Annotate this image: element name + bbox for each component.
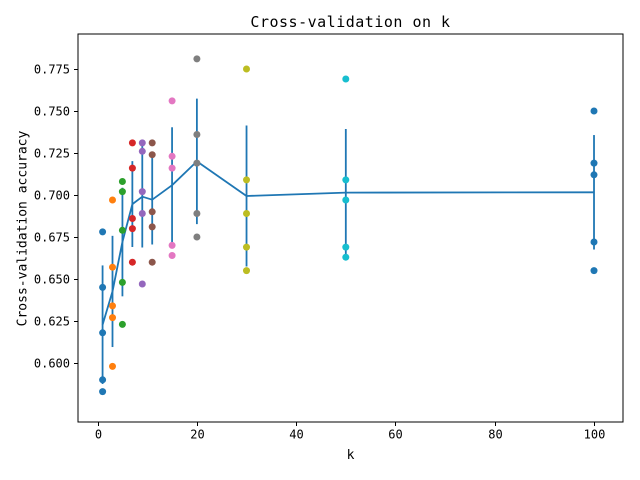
fold-score-point-k-15	[168, 152, 176, 160]
x-tick-label: 40	[289, 428, 303, 442]
fold-score-point-k-3	[109, 302, 116, 310]
fold-score-point-k-1	[99, 228, 107, 236]
fold-score-point-k-11	[148, 208, 156, 216]
fold-score-point-k-7	[128, 258, 136, 266]
y-tick-label: 0.675	[34, 231, 70, 245]
chart-title: Cross-validation on k	[250, 13, 451, 31]
y-tick-label: 0.700	[34, 189, 70, 203]
fold-score-point-k-100	[590, 267, 598, 275]
y-tick-label: 0.650	[34, 273, 70, 287]
fold-score-point-k-50	[342, 75, 350, 83]
x-tick-label: 80	[488, 428, 502, 442]
fold-score-point-k-20	[193, 233, 201, 241]
fold-score-point-k-7	[128, 164, 136, 172]
fold-score-point-k-7	[128, 225, 136, 233]
fold-score-point-k-100	[590, 171, 598, 179]
fold-score-point-k-3	[109, 362, 116, 370]
fold-score-point-k-100	[590, 159, 598, 167]
y-tick-label: 0.775	[34, 63, 70, 77]
y-tick-label: 0.750	[34, 105, 70, 119]
fold-score-point-k-20	[193, 55, 201, 63]
y-tick-label: 0.600	[34, 357, 70, 371]
y-axis-label: Cross-validation accuracy	[15, 130, 31, 327]
fold-score-point-k-50	[342, 253, 350, 261]
fold-score-point-k-9	[138, 147, 146, 155]
fold-score-point-k-9	[138, 280, 146, 288]
fold-score-point-k-1	[99, 283, 107, 291]
fold-score-point-k-7	[128, 215, 136, 222]
y-tick-label: 0.725	[34, 147, 70, 161]
mean-accuracy-line	[101, 160, 595, 325]
fold-score-point-k-9	[138, 188, 146, 196]
fold-score-point-k-50	[342, 196, 350, 204]
fold-score-point-k-11	[148, 258, 156, 266]
fold-score-point-k-30	[243, 267, 250, 275]
x-tick-label: 100	[584, 428, 606, 442]
fold-score-point-k-30	[243, 243, 250, 251]
fold-score-point-k-100	[590, 107, 598, 115]
fold-score-point-k-11	[148, 223, 156, 231]
fold-score-point-k-5	[118, 178, 126, 185]
fold-score-point-k-15	[168, 97, 176, 105]
fold-score-point-k-11	[148, 151, 156, 159]
fold-score-point-k-30	[243, 65, 250, 73]
fold-score-point-k-50	[342, 176, 350, 184]
fold-score-point-k-7	[128, 139, 136, 147]
fold-score-point-k-3	[109, 314, 116, 322]
fold-score-point-k-9	[138, 139, 146, 147]
fold-score-point-k-30	[243, 210, 250, 217]
fold-score-point-k-5	[118, 188, 126, 196]
fold-score-point-k-20	[193, 210, 201, 217]
fold-score-point-k-3	[109, 196, 116, 204]
fold-score-point-k-50	[342, 243, 350, 251]
fold-score-point-k-15	[168, 252, 176, 259]
fold-score-point-k-100	[590, 238, 598, 246]
y-tick-label: 0.625	[34, 315, 70, 329]
fold-score-point-k-3	[109, 263, 116, 271]
plot-border	[77, 33, 624, 423]
fold-score-point-k-5	[118, 278, 126, 286]
fold-score-point-k-1	[99, 376, 107, 384]
fold-score-point-k-5	[118, 226, 126, 234]
x-tick-label: 0	[95, 428, 102, 442]
fold-score-point-k-15	[168, 164, 176, 172]
fold-score-point-k-15	[168, 241, 176, 249]
fold-score-point-k-30	[243, 176, 250, 184]
fold-score-point-k-5	[118, 320, 126, 328]
x-axis-label: k	[346, 448, 355, 463]
fold-score-point-k-11	[148, 139, 156, 147]
fold-score-point-k-20	[193, 159, 201, 167]
x-tick-label: 60	[388, 428, 402, 442]
fold-score-point-k-9	[138, 210, 146, 217]
fold-score-point-k-1	[99, 388, 107, 396]
fold-score-point-k-20	[193, 131, 201, 138]
x-tick-label: 20	[190, 428, 204, 442]
fold-score-point-k-1	[99, 329, 107, 337]
